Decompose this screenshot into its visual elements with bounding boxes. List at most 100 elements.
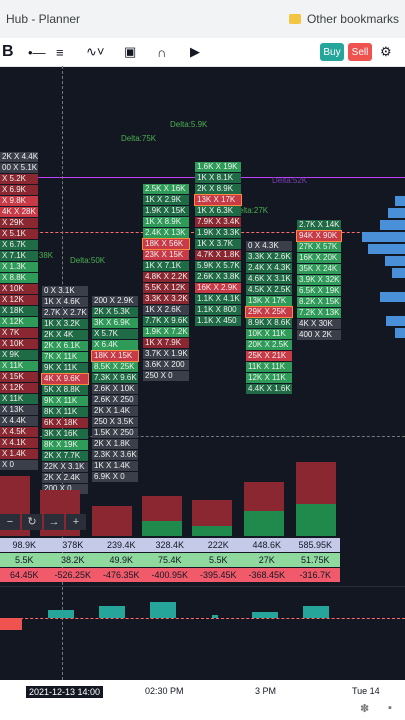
alert-icon[interactable]: ∩ xyxy=(157,44,167,60)
footprint-cell: 2.6K X 10K xyxy=(92,384,138,394)
footprint-cell: 10K X 11K xyxy=(246,329,292,339)
footprint-cell: X 4.4K xyxy=(0,416,38,426)
share-icon[interactable]: ▪ xyxy=(388,702,392,714)
footprint-cell: X 11K xyxy=(0,394,38,404)
footprint-cell: 1.6K X 19K xyxy=(195,162,241,172)
delta-bar xyxy=(252,612,278,618)
stat-cell: 5.5K xyxy=(14,555,34,565)
footprint-cell: 4K X 9.6K xyxy=(41,373,89,385)
cursor-time-label: 2021-12-13 14:00 xyxy=(26,686,104,698)
time-tick: 02:30 PM xyxy=(145,686,184,696)
scroll-button[interactable]: → xyxy=(44,514,64,530)
tab-title[interactable]: Hub - Planner xyxy=(6,12,81,26)
zoom-in-button[interactable]: + xyxy=(66,514,86,530)
footprint-cell: X 1.4K xyxy=(0,449,38,459)
footprint-cell: 2.7K X 14K xyxy=(297,220,341,230)
chart-type-icon[interactable]: ∿˅ xyxy=(86,44,105,59)
stat-cell: -316.7K xyxy=(299,570,332,580)
logo[interactable]: B xyxy=(2,43,14,60)
footprint-cell: 200 X 0 xyxy=(42,484,88,494)
footprint-cell: X 29K xyxy=(0,218,38,228)
footprint-cell: X 8.8K xyxy=(0,273,38,283)
footprint-cell: 200 X 2.9K xyxy=(92,296,138,306)
profile-bar xyxy=(380,220,405,230)
footprint-cell: X 5.2K xyxy=(0,174,38,184)
footprint-cell: X 9.8K xyxy=(0,196,38,206)
browser-bar: Hub - Planner Other bookmarks xyxy=(0,0,405,39)
delta-bar xyxy=(212,615,218,618)
footprint-cell: 1K X 2.9K xyxy=(143,195,189,205)
stat-cell: 75.4K xyxy=(157,555,182,565)
footprint-cell: 2.6K X 3.8K xyxy=(195,272,241,282)
footprint-cell: 1.1K X 450 xyxy=(195,316,241,326)
footprint-cell: 2K X 2.4K xyxy=(42,473,88,483)
chart-area[interactable]: Delta:75K Delta:5.9K Delta:38K Delta:50K… xyxy=(0,66,405,680)
footprint-cell: 5K X 8.8K xyxy=(42,385,88,395)
profile-bar xyxy=(388,208,405,218)
stat-cell: 378K xyxy=(62,540,84,550)
footprint-cell: X 18K xyxy=(0,306,38,316)
footprint-cell: 1.1K X 800 xyxy=(195,305,241,315)
footprint-cell: 2K X 7.7K xyxy=(42,451,88,461)
reset-icon[interactable]: ↻ xyxy=(22,514,42,530)
buy-button[interactable]: Buy xyxy=(320,43,344,61)
sell-button[interactable]: Sell xyxy=(348,43,372,61)
volume-bar xyxy=(142,521,182,536)
stat-cell: 38.2K xyxy=(60,555,85,565)
replay-icon[interactable]: ▶ xyxy=(190,44,200,59)
footprint-cell: 2K X 1.4K xyxy=(92,406,138,416)
footprint-cell: X 15K xyxy=(0,372,38,382)
delta-bar xyxy=(0,618,22,630)
profile-bar xyxy=(395,196,405,206)
footprint-cell: 2K X 4K xyxy=(42,330,88,340)
footprint-cell: 16K X 20K xyxy=(297,253,341,263)
delta-label: Delta:75K xyxy=(121,134,157,143)
footprint-cell: X 4.5K xyxy=(0,427,38,437)
stat-cell: 328.4K xyxy=(155,540,185,550)
zoom-out-button[interactable]: − xyxy=(0,514,20,530)
bookmarks-button[interactable]: Other bookmarks xyxy=(288,12,399,26)
footprint-cell: X 9K xyxy=(0,350,38,360)
footprint-cell: 2K X 6.1K xyxy=(42,341,88,351)
footprint-cell: 3.6K X 200 xyxy=(143,360,189,370)
profile-bar xyxy=(380,292,405,302)
footprint-cell: 5.9K X 5.7K xyxy=(195,261,241,271)
footprint-cell: 7.3K X 9.6K xyxy=(92,373,138,383)
stat-cell: -395.45K xyxy=(199,570,237,580)
footprint-cell: 1K X 7.9K xyxy=(143,338,189,348)
footprint-cell: 1.5K X 250 xyxy=(92,428,138,438)
compare-icon[interactable]: •— xyxy=(28,44,46,60)
footprint-cell: 16K X 2.9K xyxy=(195,283,241,293)
profile-bar xyxy=(386,316,405,326)
footprint-cell: 13K X 17K xyxy=(194,194,242,206)
footprint-cell: 25K X 21K xyxy=(246,351,292,361)
volume-bar xyxy=(192,526,232,536)
stat-cell: -476.35K xyxy=(102,570,140,580)
indicators-icon[interactable]: ≡ xyxy=(56,44,64,60)
footprint-cell: 5.5K X 12K xyxy=(143,283,189,293)
footprint-cell: 9K X 11K xyxy=(42,363,88,373)
footprint-cell: X 6.7K xyxy=(0,240,38,250)
camera-icon[interactable]: ▣ xyxy=(124,44,137,59)
stat-cell: 49.9K xyxy=(109,555,134,565)
profile-bar xyxy=(385,256,405,266)
footprint-cell: 1.9K X 7.2K xyxy=(143,327,189,337)
pane-divider xyxy=(0,586,405,587)
footprint-cell: 2K X 4.4K xyxy=(0,152,39,162)
footprint-cell: 00 X 5.1K xyxy=(0,163,38,173)
settings-icon[interactable]: ⚙ xyxy=(380,44,392,59)
footprint-cell: 12K X 11K xyxy=(246,373,292,383)
footprint-cell: X 0 xyxy=(0,460,38,470)
footprint-cell: X 5.7K xyxy=(92,329,138,339)
twitter-icon[interactable]: ✽ xyxy=(360,703,370,715)
footprint-cell: 1K X 6.3K xyxy=(195,206,241,216)
footprint-cell: X 7K xyxy=(0,328,38,338)
profile-bar xyxy=(368,244,405,254)
footprint-cell: 4K X 28K xyxy=(0,207,38,217)
footprint-cell: 7.9K X 3.4K xyxy=(195,217,241,227)
footprint-cell: X 10K xyxy=(0,339,38,349)
footprint-cell: 2.5K X 16K xyxy=(143,184,189,194)
footprint-cell: 1K X 8.1K xyxy=(195,173,241,183)
footprint-cell: X 6.9K xyxy=(0,185,38,195)
footprint-cell: 8K X 11K xyxy=(42,407,88,417)
